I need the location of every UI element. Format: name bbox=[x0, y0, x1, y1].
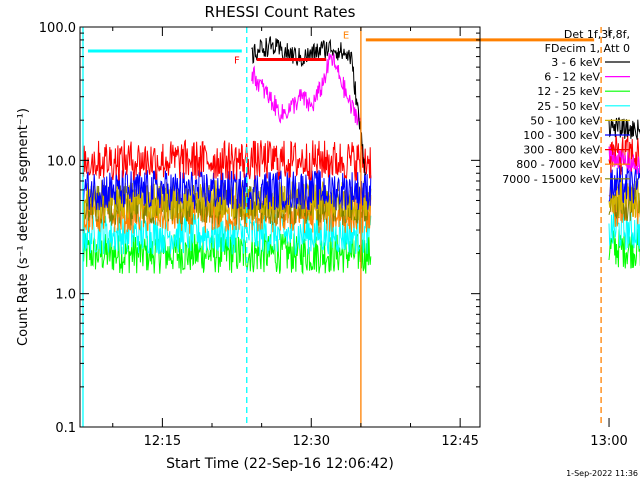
y-tick-label: 0.1 bbox=[55, 421, 76, 436]
legend-label: 3 - 6 keV bbox=[551, 56, 600, 69]
x-tick-label: 12:30 bbox=[293, 434, 330, 449]
x-tick-label: 12:45 bbox=[441, 434, 478, 449]
legend-label: 12 - 25 keV bbox=[537, 85, 600, 98]
series-line-300-800-kev-seg1 bbox=[82, 139, 372, 181]
footer-date: 1-Sep-2022 11:36 bbox=[566, 469, 638, 478]
y-tick-label: 1.0 bbox=[55, 288, 76, 303]
legend-label: 300 - 800 keV bbox=[523, 144, 600, 157]
series-line-50-100-kev-seg1 bbox=[82, 179, 372, 223]
legend-label: 100 - 300 keV bbox=[523, 129, 600, 142]
annotation-layer: FE bbox=[82, 27, 602, 427]
flag-label: E bbox=[343, 30, 349, 41]
series-line-100-300-kev-seg1 bbox=[82, 169, 372, 211]
legend-label: 7000 - 15000 keV bbox=[502, 173, 600, 186]
series-line-12-25-kev-seg1 bbox=[82, 233, 372, 275]
chart-title: RHESSI Count Rates bbox=[205, 3, 356, 21]
legend-header-line-1: Det 1f,3f,8f, bbox=[564, 28, 630, 41]
legend-label: 800 - 7000 keV bbox=[516, 158, 600, 171]
tick-layer: 0.11.010.0100.012:1512:3012:4513:0013:15… bbox=[39, 21, 628, 449]
x-axis-label: Start Time (22-Sep-16 12:06:42) bbox=[166, 456, 394, 472]
legend-header-line-2: FDecim 1, Att 0 bbox=[545, 42, 630, 55]
y-tick-label: 10.0 bbox=[47, 154, 76, 169]
legend-label: 6 - 12 keV bbox=[544, 71, 600, 84]
series-layer bbox=[82, 36, 640, 275]
x-tick-label: 13:00 bbox=[590, 434, 627, 449]
y-axis-label: Count Rate (s⁻¹ detector segment⁻¹) bbox=[16, 108, 31, 346]
flag-label: F bbox=[234, 56, 240, 67]
y-tick-label: 100.0 bbox=[39, 21, 76, 36]
series-line-6-12-kev-seg1 bbox=[251, 53, 362, 126]
legend-label: 50 - 100 keV bbox=[530, 114, 600, 127]
x-tick-label: 12:15 bbox=[144, 434, 181, 449]
plot-frame bbox=[79, 26, 481, 428]
legend-label: 25 - 50 keV bbox=[537, 100, 600, 113]
